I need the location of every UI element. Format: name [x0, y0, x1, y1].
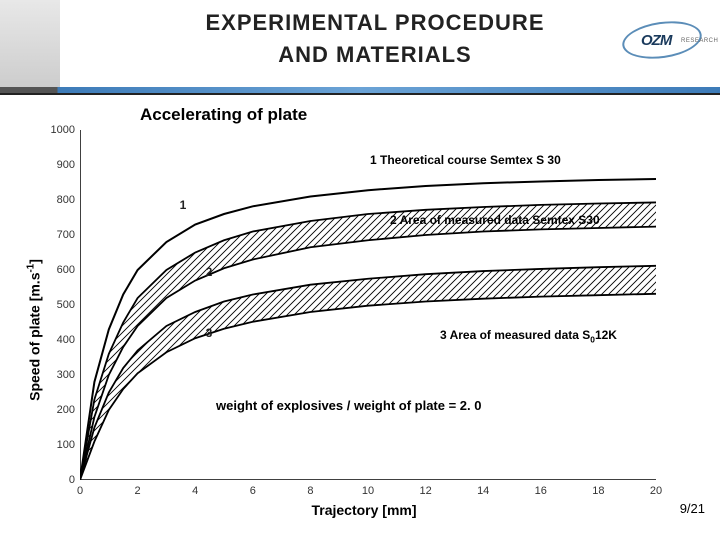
legend-3: 3 Area of measured data S012K — [440, 328, 617, 344]
xtick: 4 — [192, 485, 198, 497]
title-block: EXPERIMENTAL PROCEDURE AND MATERIALS — [140, 10, 610, 68]
legend-2: 2 Area of measured data Semtex S30 — [390, 213, 600, 227]
xtick: 12 — [419, 485, 431, 497]
ytick: 500 — [57, 299, 75, 311]
x-axis-label: Trajectory [mm] — [311, 502, 416, 518]
plot: 0100200300400500600700800900100002468101… — [80, 130, 656, 480]
curve-marker-3: 3 — [206, 326, 213, 340]
curve-marker-1: 1 — [180, 198, 187, 212]
xtick: 18 — [592, 485, 604, 497]
legend-1: 1 Theoretical course Semtex S 30 — [370, 153, 561, 167]
ytick: 900 — [57, 159, 75, 171]
ytick: 800 — [57, 194, 75, 206]
ytick: 400 — [57, 334, 75, 346]
ratio-text: weight of explosives / weight of plate =… — [216, 398, 481, 413]
xtick: 2 — [135, 485, 141, 497]
plot-svg — [80, 130, 656, 480]
ytick: 1000 — [51, 124, 75, 136]
title-line-2: AND MATERIALS — [140, 42, 610, 68]
chart-area: Accelerating of plate Speed of plate [m.… — [0, 100, 720, 520]
ytick: 700 — [57, 229, 75, 241]
chart-title: Accelerating of plate — [140, 105, 307, 125]
ytick: 300 — [57, 369, 75, 381]
logo: OZM RESEARCH — [617, 20, 712, 60]
xtick: 16 — [535, 485, 547, 497]
xtick: 0 — [77, 485, 83, 497]
ytick: 200 — [57, 404, 75, 416]
curve-marker-2: 2 — [206, 265, 213, 279]
ytick: 100 — [57, 439, 75, 451]
xtick: 14 — [477, 485, 489, 497]
page-number: 9/21 — [680, 501, 705, 516]
xtick: 20 — [650, 485, 662, 497]
y-axis-label: Speed of plate [m.s-1] — [26, 259, 43, 401]
xtick: 10 — [362, 485, 374, 497]
logo-text: OZM — [641, 32, 671, 49]
xtick: 8 — [307, 485, 313, 497]
xtick: 6 — [250, 485, 256, 497]
title-line-1: EXPERIMENTAL PROCEDURE — [140, 10, 610, 36]
header-bar — [0, 87, 720, 95]
ytick: 600 — [57, 264, 75, 276]
header-photo — [0, 0, 60, 90]
ytick: 0 — [69, 474, 75, 486]
header: EXPERIMENTAL PROCEDURE AND MATERIALS OZM… — [0, 0, 720, 95]
logo-subtext: RESEARCH — [681, 38, 718, 44]
